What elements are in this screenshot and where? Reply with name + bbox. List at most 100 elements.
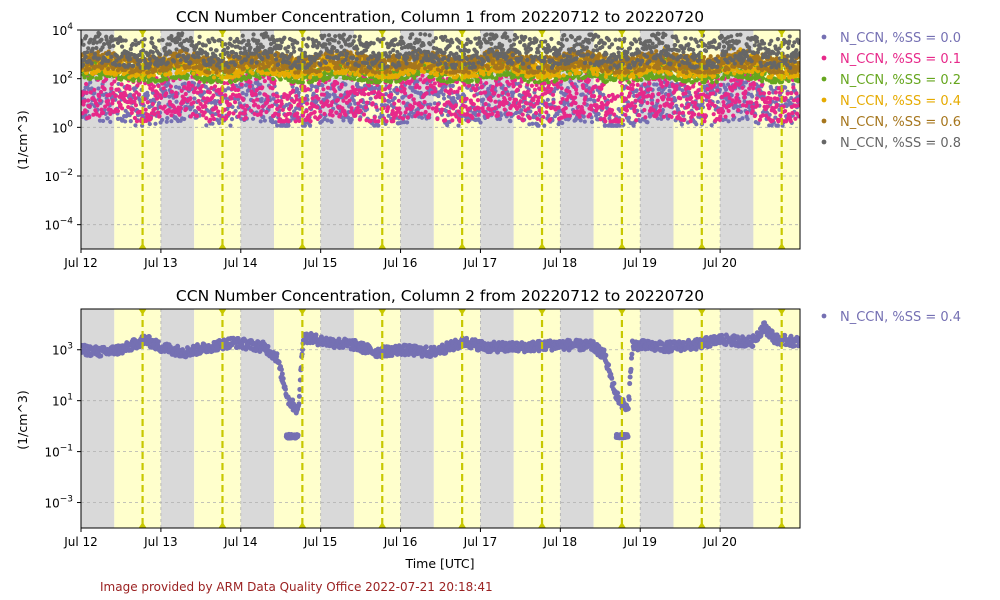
data-point (286, 123, 291, 128)
data-point (244, 92, 249, 97)
data-point (100, 118, 106, 124)
data-point (422, 100, 427, 105)
data-point (783, 85, 788, 90)
data-point (402, 86, 407, 92)
data-point (649, 98, 655, 103)
data-point (123, 119, 128, 124)
data-point (297, 118, 302, 123)
data-point (516, 114, 521, 120)
data-point (97, 118, 103, 123)
data-point (155, 110, 161, 115)
data-point (680, 110, 686, 115)
data-point (259, 109, 264, 114)
data-point (681, 117, 687, 123)
data-point (241, 97, 246, 102)
data-point (384, 119, 389, 124)
data-point (711, 91, 716, 96)
data-point (441, 96, 447, 101)
data-point (87, 115, 92, 120)
data-point (355, 91, 360, 97)
data-point (511, 84, 516, 89)
data-point (204, 123, 209, 128)
data-point (456, 123, 461, 128)
data-point (582, 119, 587, 124)
data-point (492, 91, 497, 96)
data-point (363, 105, 369, 110)
data-point (732, 77, 737, 83)
data-point (211, 116, 217, 122)
data-point (545, 97, 550, 102)
data-point (229, 117, 235, 122)
data-point (476, 112, 481, 117)
data-point (361, 112, 367, 117)
data-point (455, 92, 460, 97)
data-point (688, 119, 693, 124)
data-point (315, 105, 320, 110)
data-point (95, 103, 100, 108)
data-point (582, 101, 587, 106)
data-point (157, 114, 162, 119)
data-point (176, 85, 182, 90)
data-point (467, 106, 472, 111)
data-point (134, 119, 140, 124)
data-point (521, 118, 526, 123)
data-point (105, 102, 110, 107)
data-point (193, 86, 198, 91)
data-point (262, 118, 267, 123)
data-point (164, 119, 169, 124)
data-point (84, 81, 89, 87)
data-point (256, 105, 261, 110)
data-point (260, 104, 265, 109)
data-point (490, 75, 495, 80)
data-point (159, 95, 164, 100)
data-point (656, 91, 661, 97)
data-point (84, 90, 89, 95)
data-point (436, 93, 441, 99)
data-point (396, 98, 402, 103)
data-point (82, 99, 87, 104)
data-point (427, 112, 432, 118)
data-point (481, 97, 486, 102)
data-point (645, 100, 650, 105)
data-point (185, 73, 190, 78)
data-point (262, 78, 267, 84)
data-point (169, 89, 175, 94)
data-point (156, 83, 161, 89)
data-point (204, 116, 209, 121)
data-point (330, 113, 335, 118)
data-point (591, 94, 597, 99)
data-point (169, 113, 174, 118)
data-point (633, 98, 638, 103)
data-point (257, 91, 262, 96)
data-point (435, 102, 441, 107)
data-point (412, 101, 417, 106)
data-point (130, 107, 135, 112)
data-point (627, 91, 633, 96)
data-point (353, 87, 358, 92)
data-point (329, 119, 334, 124)
data-point (494, 82, 500, 87)
data-point (734, 104, 739, 109)
data-point (258, 119, 263, 124)
data-point (560, 96, 565, 102)
data-point (655, 98, 660, 103)
data-point (718, 82, 724, 88)
data-point (287, 111, 293, 116)
data-point (750, 104, 755, 110)
data-point (255, 97, 260, 102)
data-point (439, 107, 445, 112)
data-point (320, 83, 325, 88)
data-point (584, 83, 589, 88)
data-point (341, 118, 346, 123)
data-point (148, 115, 153, 120)
data-point (679, 103, 684, 108)
data-point (96, 94, 102, 99)
data-point (358, 108, 363, 113)
data-point (754, 96, 759, 101)
data-point (238, 111, 243, 116)
data-point (794, 91, 799, 96)
data-point (448, 87, 453, 93)
data-point (689, 95, 694, 100)
data-point (639, 100, 644, 105)
data-point (526, 106, 531, 111)
